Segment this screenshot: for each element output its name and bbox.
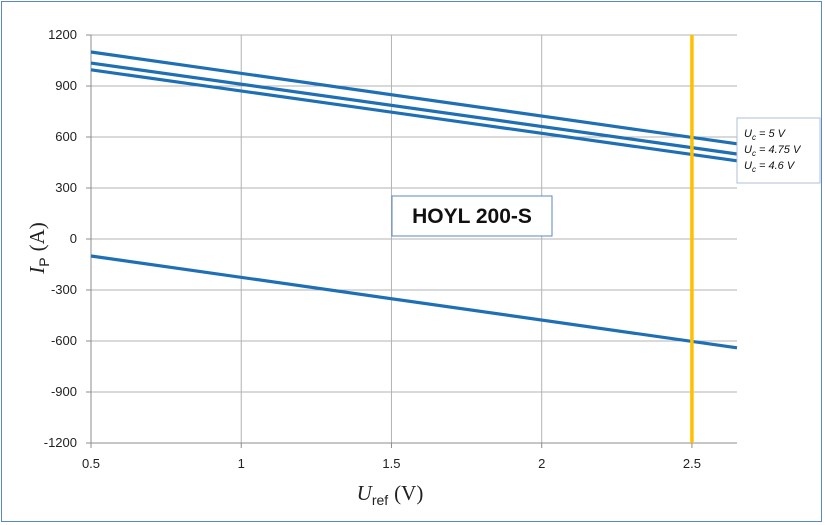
series-line bbox=[90, 50, 738, 146]
annotation-text: HOYL 200-S bbox=[412, 205, 532, 228]
y-tick-label: 0 bbox=[70, 231, 77, 246]
x-tick-label: 2.5 bbox=[683, 456, 701, 471]
y-tick-label: -900 bbox=[51, 384, 77, 399]
y-axis-label: IP(A) bbox=[25, 222, 52, 275]
y-tick-label: -600 bbox=[51, 333, 77, 348]
y-tick-label: 1200 bbox=[48, 27, 77, 42]
legend-box bbox=[736, 117, 821, 184]
y-tick-label: -1200 bbox=[44, 435, 77, 450]
x-tick-label: 2 bbox=[538, 456, 545, 471]
y-tick-label: 600 bbox=[55, 129, 77, 144]
series-line bbox=[90, 68, 738, 163]
legend-entry: Uc = 5 V bbox=[744, 128, 787, 142]
y-tick-label: 900 bbox=[55, 78, 77, 93]
series-line bbox=[90, 61, 738, 156]
legend-entry: Uc = 4.6 V bbox=[744, 160, 796, 174]
annotation-box-border bbox=[391, 195, 553, 237]
x-tick-label: 1.5 bbox=[382, 456, 400, 471]
x-tick-label: 0.5 bbox=[82, 456, 100, 471]
legend-entry: Uc = 4.75 V bbox=[744, 144, 802, 158]
x-axis-label: Uref (V) bbox=[357, 481, 424, 508]
y-tick-label: -300 bbox=[51, 282, 77, 297]
series-line bbox=[90, 254, 738, 350]
tick-labels: 1200 900 600 300 0 -300 -600 -900 -1200 0.5 1 1.5 2 2… bbox=[44, 27, 701, 471]
x-tick-label: 1 bbox=[238, 456, 245, 471]
y-tick-label: 300 bbox=[55, 180, 77, 195]
annotation-box: HOYL 200-S bbox=[391, 195, 553, 237]
legend: Uc = 5 V Uc = 4.75 V Uc = 4.6 V bbox=[736, 117, 821, 184]
series-group bbox=[90, 50, 738, 350]
legend-items: Uc = 5 V Uc = 4.75 V Uc = 4.6 V bbox=[744, 128, 802, 174]
